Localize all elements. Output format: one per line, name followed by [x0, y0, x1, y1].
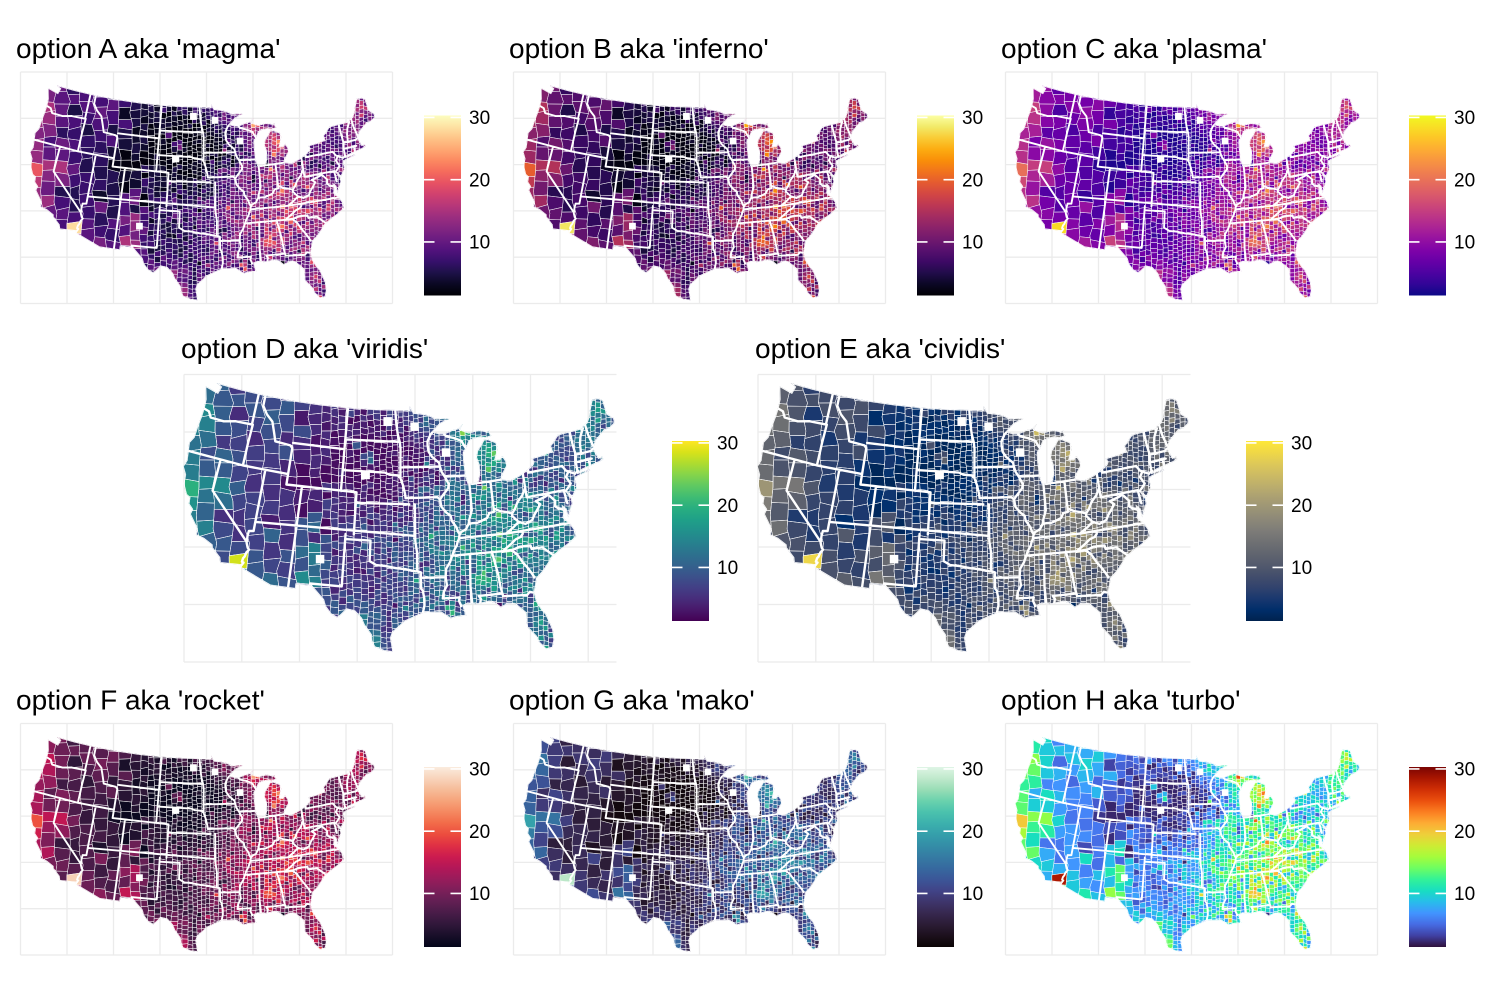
svg-text:20: 20 — [717, 496, 738, 517]
svg-text:20: 20 — [469, 171, 490, 192]
svg-text:30: 30 — [1454, 108, 1475, 129]
svg-text:10: 10 — [717, 558, 738, 579]
svg-text:option C aka 'plasma': option C aka 'plasma' — [1001, 33, 1267, 64]
svg-text:option F aka 'rocket': option F aka 'rocket' — [16, 685, 265, 716]
svg-text:30: 30 — [1291, 434, 1312, 455]
svg-text:option E aka 'cividis': option E aka 'cividis' — [755, 333, 1005, 364]
svg-text:10: 10 — [469, 233, 490, 254]
svg-text:30: 30 — [717, 434, 738, 455]
svg-text:20: 20 — [962, 171, 983, 192]
svg-text:20: 20 — [1291, 496, 1312, 517]
svg-text:10: 10 — [962, 884, 983, 905]
svg-text:30: 30 — [962, 108, 983, 129]
svg-text:10: 10 — [1454, 884, 1475, 905]
svg-text:20: 20 — [1454, 171, 1475, 192]
svg-text:30: 30 — [962, 760, 983, 781]
svg-text:option G aka 'mako': option G aka 'mako' — [509, 685, 755, 716]
svg-text:10: 10 — [1291, 558, 1312, 579]
svg-text:option A aka 'magma': option A aka 'magma' — [16, 33, 280, 64]
svg-text:20: 20 — [469, 822, 490, 843]
svg-text:30: 30 — [469, 760, 490, 781]
svg-text:10: 10 — [962, 233, 983, 254]
svg-text:20: 20 — [962, 822, 983, 843]
svg-text:10: 10 — [469, 884, 490, 905]
svg-text:10: 10 — [1454, 233, 1475, 254]
svg-text:30: 30 — [469, 108, 490, 129]
svg-text:option B aka 'inferno': option B aka 'inferno' — [509, 33, 769, 64]
svg-text:option H aka 'turbo': option H aka 'turbo' — [1001, 685, 1241, 716]
svg-text:30: 30 — [1454, 760, 1475, 781]
svg-text:20: 20 — [1454, 822, 1475, 843]
svg-text:option D aka 'viridis': option D aka 'viridis' — [181, 333, 428, 364]
